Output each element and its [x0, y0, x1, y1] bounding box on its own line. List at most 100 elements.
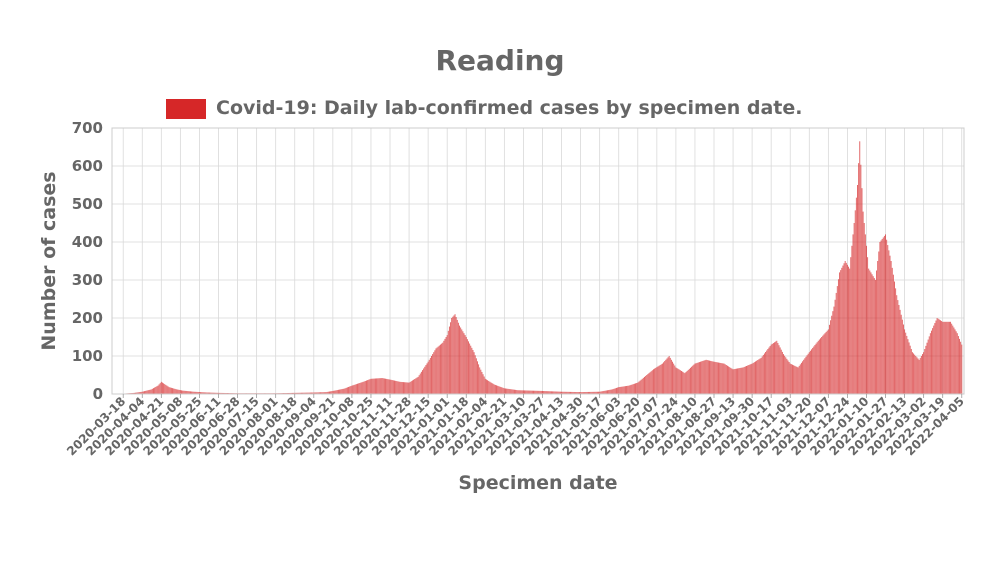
bar	[559, 391, 561, 394]
bar	[954, 329, 956, 394]
bar	[133, 392, 135, 394]
bar	[696, 362, 698, 394]
bar	[911, 352, 913, 394]
bar	[137, 392, 139, 394]
bar	[772, 343, 774, 394]
y-tick-label: 300	[72, 271, 103, 289]
bar	[712, 361, 714, 394]
bar	[321, 392, 323, 394]
bar	[644, 376, 645, 394]
bar	[602, 391, 604, 394]
bar	[908, 342, 910, 394]
bar	[961, 344, 963, 394]
bar	[558, 391, 560, 394]
y-tick-label: 200	[72, 309, 103, 327]
bar	[853, 223, 855, 394]
bar	[405, 382, 407, 394]
bar	[511, 389, 513, 394]
bar	[887, 245, 889, 394]
bar	[939, 320, 941, 394]
bar	[479, 367, 481, 394]
bar	[343, 388, 345, 394]
plot-frame	[111, 127, 965, 395]
bar	[362, 381, 364, 394]
bar	[914, 354, 916, 394]
bar	[358, 383, 360, 394]
bar	[744, 366, 746, 394]
bar	[526, 390, 528, 394]
y-tick-label: 700	[72, 119, 103, 137]
bar	[293, 392, 295, 394]
bar	[342, 388, 344, 394]
bar	[302, 392, 304, 394]
bar	[816, 342, 818, 394]
bar	[768, 347, 770, 394]
bar	[668, 356, 670, 394]
bar	[534, 390, 536, 394]
bar	[694, 363, 696, 394]
bar	[716, 362, 718, 394]
bar	[693, 364, 695, 394]
bar	[590, 391, 592, 394]
bar	[585, 391, 587, 394]
bar	[482, 374, 484, 394]
bar	[177, 389, 179, 394]
bar	[877, 261, 879, 394]
bar	[422, 370, 424, 394]
bar	[570, 391, 571, 394]
bar	[674, 365, 676, 394]
bar	[394, 380, 395, 394]
bar	[520, 390, 522, 394]
bar	[808, 352, 810, 394]
bar	[638, 381, 640, 394]
bar	[474, 355, 476, 394]
bar	[409, 381, 411, 394]
bar	[661, 363, 663, 394]
bar	[660, 364, 662, 394]
bar	[423, 368, 425, 394]
bar	[501, 387, 503, 394]
bar	[713, 361, 715, 394]
bar	[720, 362, 722, 394]
bar	[790, 364, 792, 394]
bar	[584, 392, 586, 394]
bar	[141, 391, 143, 394]
bar	[682, 371, 684, 394]
bar	[906, 335, 908, 394]
bar	[807, 353, 809, 394]
bar	[466, 339, 468, 394]
bar	[323, 392, 325, 394]
bar	[518, 390, 520, 394]
bar	[955, 331, 957, 394]
bar	[512, 389, 514, 394]
bar	[419, 373, 421, 394]
bar	[675, 367, 677, 394]
bar	[159, 383, 161, 394]
bar	[438, 345, 440, 394]
bar	[299, 392, 301, 394]
bar	[161, 382, 163, 394]
bar	[311, 392, 313, 394]
bar	[562, 391, 564, 394]
bar	[531, 390, 533, 394]
bar	[402, 382, 404, 394]
bar	[567, 391, 569, 394]
bar	[157, 385, 159, 394]
bar	[809, 350, 811, 394]
legend-swatch	[166, 99, 206, 119]
bar	[413, 379, 415, 394]
bar	[348, 386, 350, 394]
y-tick-label: 500	[72, 195, 103, 213]
bar	[308, 392, 310, 394]
bar	[334, 390, 336, 394]
bar	[292, 392, 293, 394]
bar	[763, 353, 765, 394]
bar	[553, 391, 555, 394]
bar	[770, 344, 772, 394]
bar	[538, 390, 540, 394]
y-tick-label: 600	[72, 157, 103, 175]
bar	[404, 382, 406, 394]
bar	[615, 387, 617, 394]
bar	[150, 389, 152, 394]
bar	[211, 392, 213, 394]
